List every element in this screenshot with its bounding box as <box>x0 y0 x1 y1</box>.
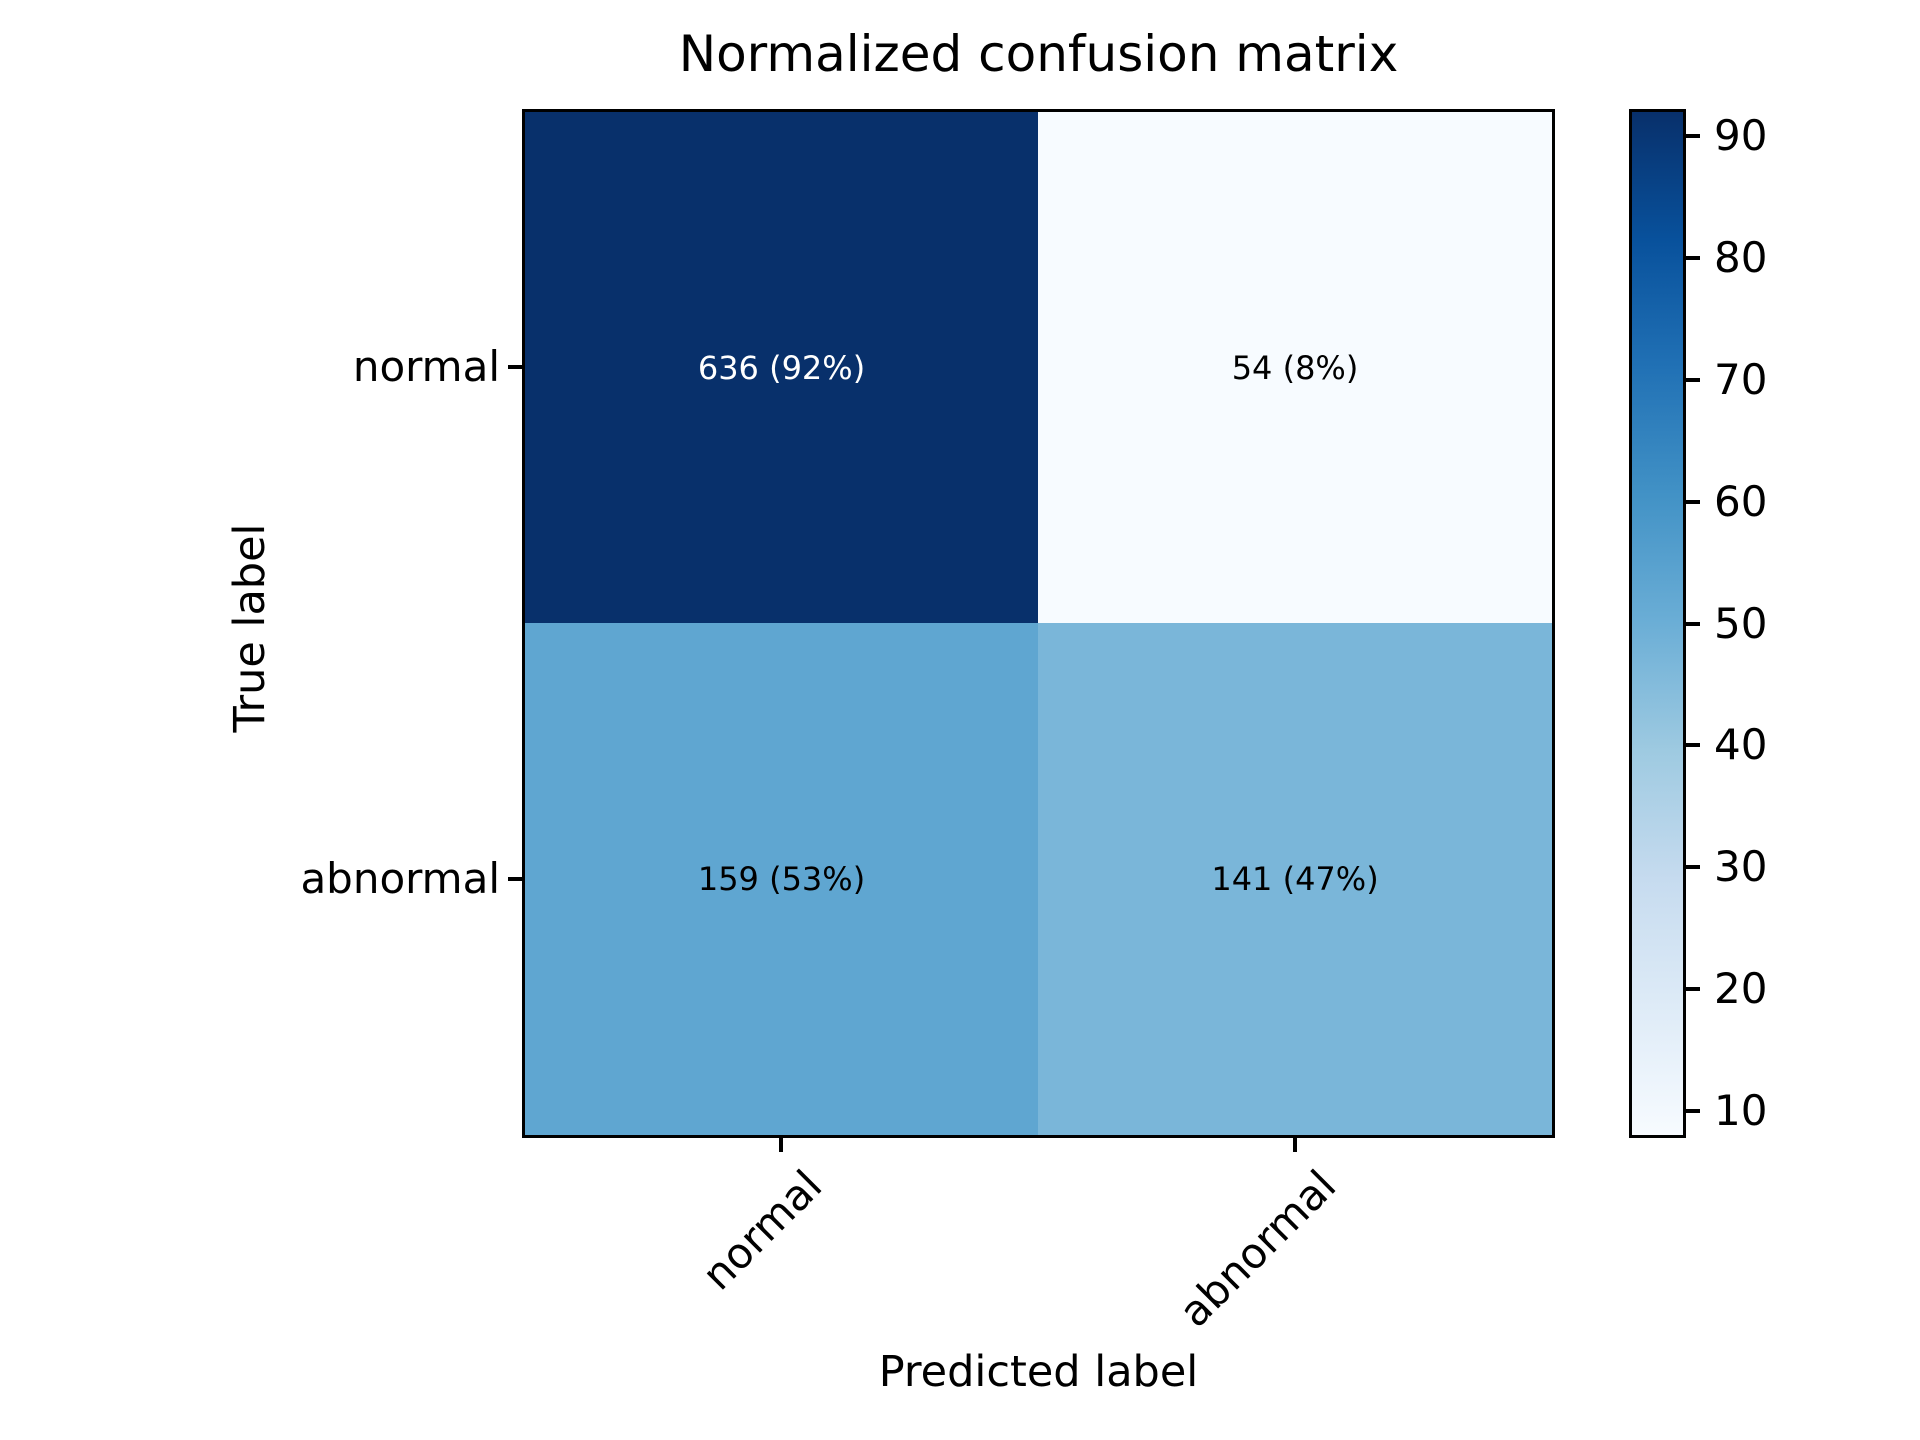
colorbar-tick-label-70: 70 <box>1714 354 1768 404</box>
xtick-mark-normal <box>779 1137 783 1152</box>
xtick-label-abnormal: abnormal <box>1169 1160 1346 1337</box>
colorbar-tick-mark-70 <box>1686 377 1700 382</box>
y-axis-label: True label <box>225 523 275 733</box>
colorbar-gradient <box>1632 112 1683 1135</box>
ytick-mark-normal <box>508 365 523 369</box>
heatmap-cell-normal-abnormal: 54 (8%) <box>1038 112 1552 623</box>
ytick-mark-abnormal <box>508 877 523 881</box>
colorbar-tick-label-80: 80 <box>1714 233 1768 283</box>
colorbar-tick-label-10: 10 <box>1714 1085 1768 1135</box>
colorbar <box>1629 109 1686 1138</box>
heatmap-cell-abnormal-normal: 159 (53%) <box>525 623 1038 1135</box>
colorbar-tick-mark-80 <box>1686 256 1700 261</box>
colorbar-tick-mark-40 <box>1686 743 1700 748</box>
colorbar-tick-label-60: 60 <box>1714 476 1768 526</box>
x-axis-label: Predicted label <box>878 1347 1199 1397</box>
colorbar-tick-mark-50 <box>1686 621 1700 626</box>
xtick-mark-abnormal <box>1293 1137 1297 1152</box>
heatmap-grid: 636 (92%) 54 (8%) 159 (53%) 141 (47%) <box>525 112 1552 1135</box>
xtick-label-normal: normal <box>692 1160 832 1300</box>
heatmap-axes: 636 (92%) 54 (8%) 159 (53%) 141 (47%) <box>522 109 1555 1138</box>
colorbar-tick-mark-20 <box>1686 986 1700 991</box>
colorbar-tick-label-50: 50 <box>1714 598 1768 648</box>
colorbar-tick-label-20: 20 <box>1714 963 1768 1013</box>
ytick-label-normal: normal <box>352 342 500 391</box>
ytick-label-abnormal: abnormal <box>300 854 500 903</box>
colorbar-tick-mark-30 <box>1686 865 1700 870</box>
colorbar-tick-mark-10 <box>1686 1108 1700 1113</box>
heatmap-cell-abnormal-abnormal: 141 (47%) <box>1038 623 1552 1135</box>
chart-title: Normalized confusion matrix <box>678 25 1399 83</box>
colorbar-tick-label-40: 40 <box>1714 720 1768 770</box>
heatmap-cell-normal-normal: 636 (92%) <box>525 112 1038 623</box>
colorbar-tick-mark-60 <box>1686 499 1700 504</box>
colorbar-tick-label-30: 30 <box>1714 842 1768 892</box>
colorbar-tick-mark-90 <box>1686 134 1700 139</box>
colorbar-tick-label-90: 90 <box>1714 111 1768 161</box>
